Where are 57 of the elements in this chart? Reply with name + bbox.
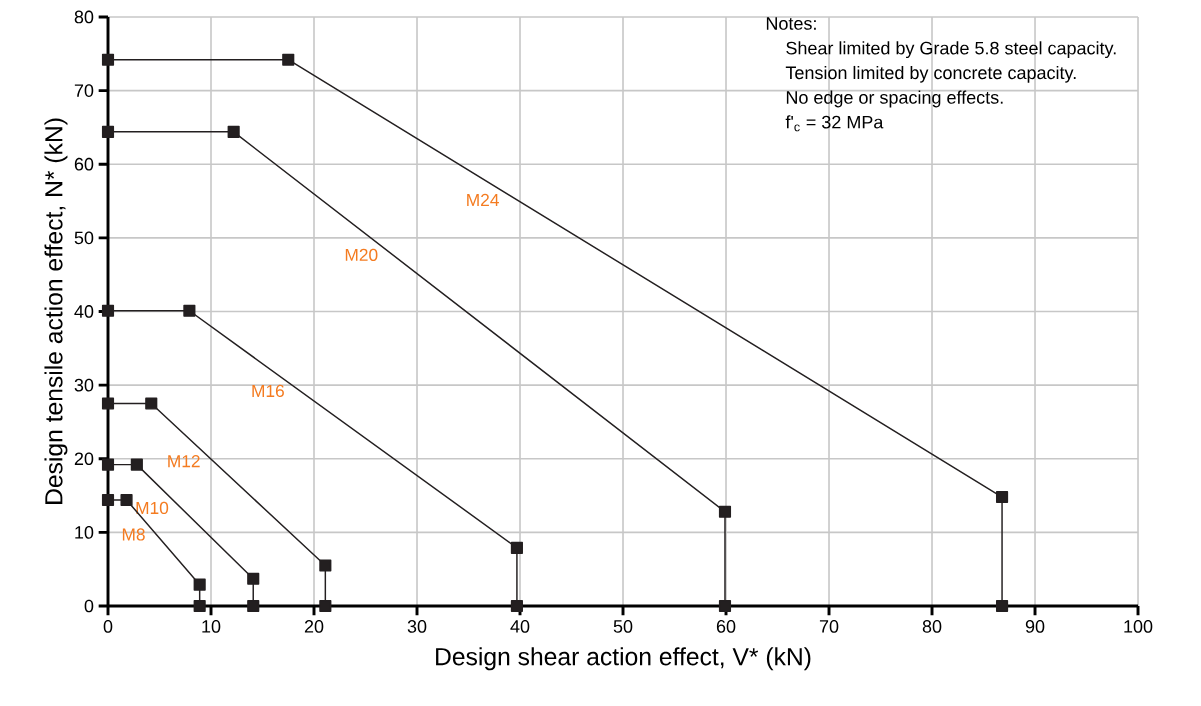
point	[319, 559, 332, 572]
x-tick-label: 70	[819, 620, 839, 633]
y-tick-label: 30	[74, 378, 94, 392]
y-tick-label: 80	[74, 10, 94, 24]
point	[193, 599, 206, 613]
point	[183, 304, 196, 317]
x-tick-label: 80	[922, 620, 942, 633]
x-tick-label: 30	[407, 620, 427, 633]
y-tick-label: 70	[74, 84, 94, 97]
y-tick-label: 0	[84, 599, 94, 613]
series-label: M10	[136, 501, 169, 515]
point	[130, 458, 143, 471]
y-tick-label: 50	[74, 231, 94, 245]
point	[101, 53, 115, 66]
annotation: Tension limited by concrete capacity.	[785, 65, 1076, 83]
annotation: No edge or spacing effects.	[786, 90, 1003, 108]
point	[247, 599, 260, 613]
series-label: M8	[122, 528, 145, 541]
x-tick-label: 100	[1124, 620, 1153, 633]
series-label: M12	[168, 455, 200, 468]
y-tick-label: 20	[74, 452, 94, 466]
series-label: M24	[467, 193, 499, 206]
annotation: Shear limited by Grade 5.8 steel capacity.	[786, 41, 1116, 59]
point	[319, 599, 332, 613]
x-tick-label: 20	[304, 620, 324, 633]
series-label: M16	[252, 384, 284, 398]
point	[101, 458, 115, 471]
point	[282, 53, 295, 66]
x-tick-label: 0	[103, 620, 113, 633]
y-axis-title: Design tensile action effect, N* (kN)	[44, 118, 68, 504]
point	[247, 572, 260, 585]
point	[718, 599, 732, 613]
point	[101, 397, 115, 410]
y-tick-label: 40	[74, 305, 94, 318]
annotation: f'$_{c}$ = 32 MPa	[785, 115, 884, 132]
point	[101, 304, 115, 317]
point	[995, 599, 1009, 613]
y-tick-label: 10	[75, 526, 94, 539]
point	[101, 493, 115, 507]
point	[120, 493, 133, 507]
point	[145, 397, 158, 410]
point	[227, 125, 240, 138]
point	[510, 599, 523, 613]
x-tick-label: 40	[510, 620, 530, 633]
x-tick-label: 90	[1025, 620, 1045, 633]
y-tick-label: 60	[74, 157, 94, 171]
point	[101, 125, 115, 138]
x-tick-label: 50	[613, 620, 633, 633]
annotation: Notes:	[766, 17, 816, 30]
point	[718, 505, 732, 518]
series-label: M20	[345, 248, 378, 262]
x-tick-label: 60	[716, 620, 736, 633]
point	[995, 490, 1009, 504]
x-tick-label: 10	[202, 620, 221, 633]
point	[193, 578, 206, 591]
x-axis-title: Design shear action effect, V* (kN)	[436, 647, 811, 671]
point	[510, 541, 523, 554]
